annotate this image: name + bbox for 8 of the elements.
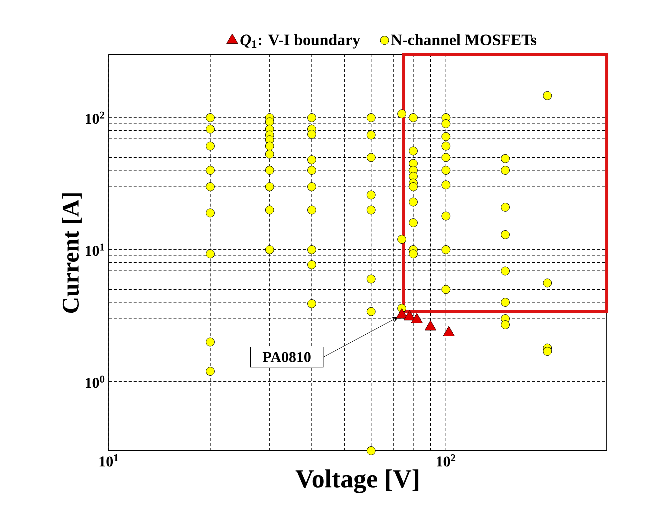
legend-label: Q$_{1}$: V-I boundary [240, 34, 360, 49]
x-axis-title: Voltage [V] [296, 470, 419, 494]
y-tick-label: 10$^{2}$ [86, 112, 105, 124]
y-tick-label: 10$^{0}$ [86, 376, 105, 388]
legend-label: N-channel MOSFETs [391, 34, 537, 46]
y-tick-label: 10$^{1}$ [86, 244, 104, 256]
annotation: PA0810 [262, 352, 311, 362]
y-axis-title: Current [A] [62, 194, 82, 314]
